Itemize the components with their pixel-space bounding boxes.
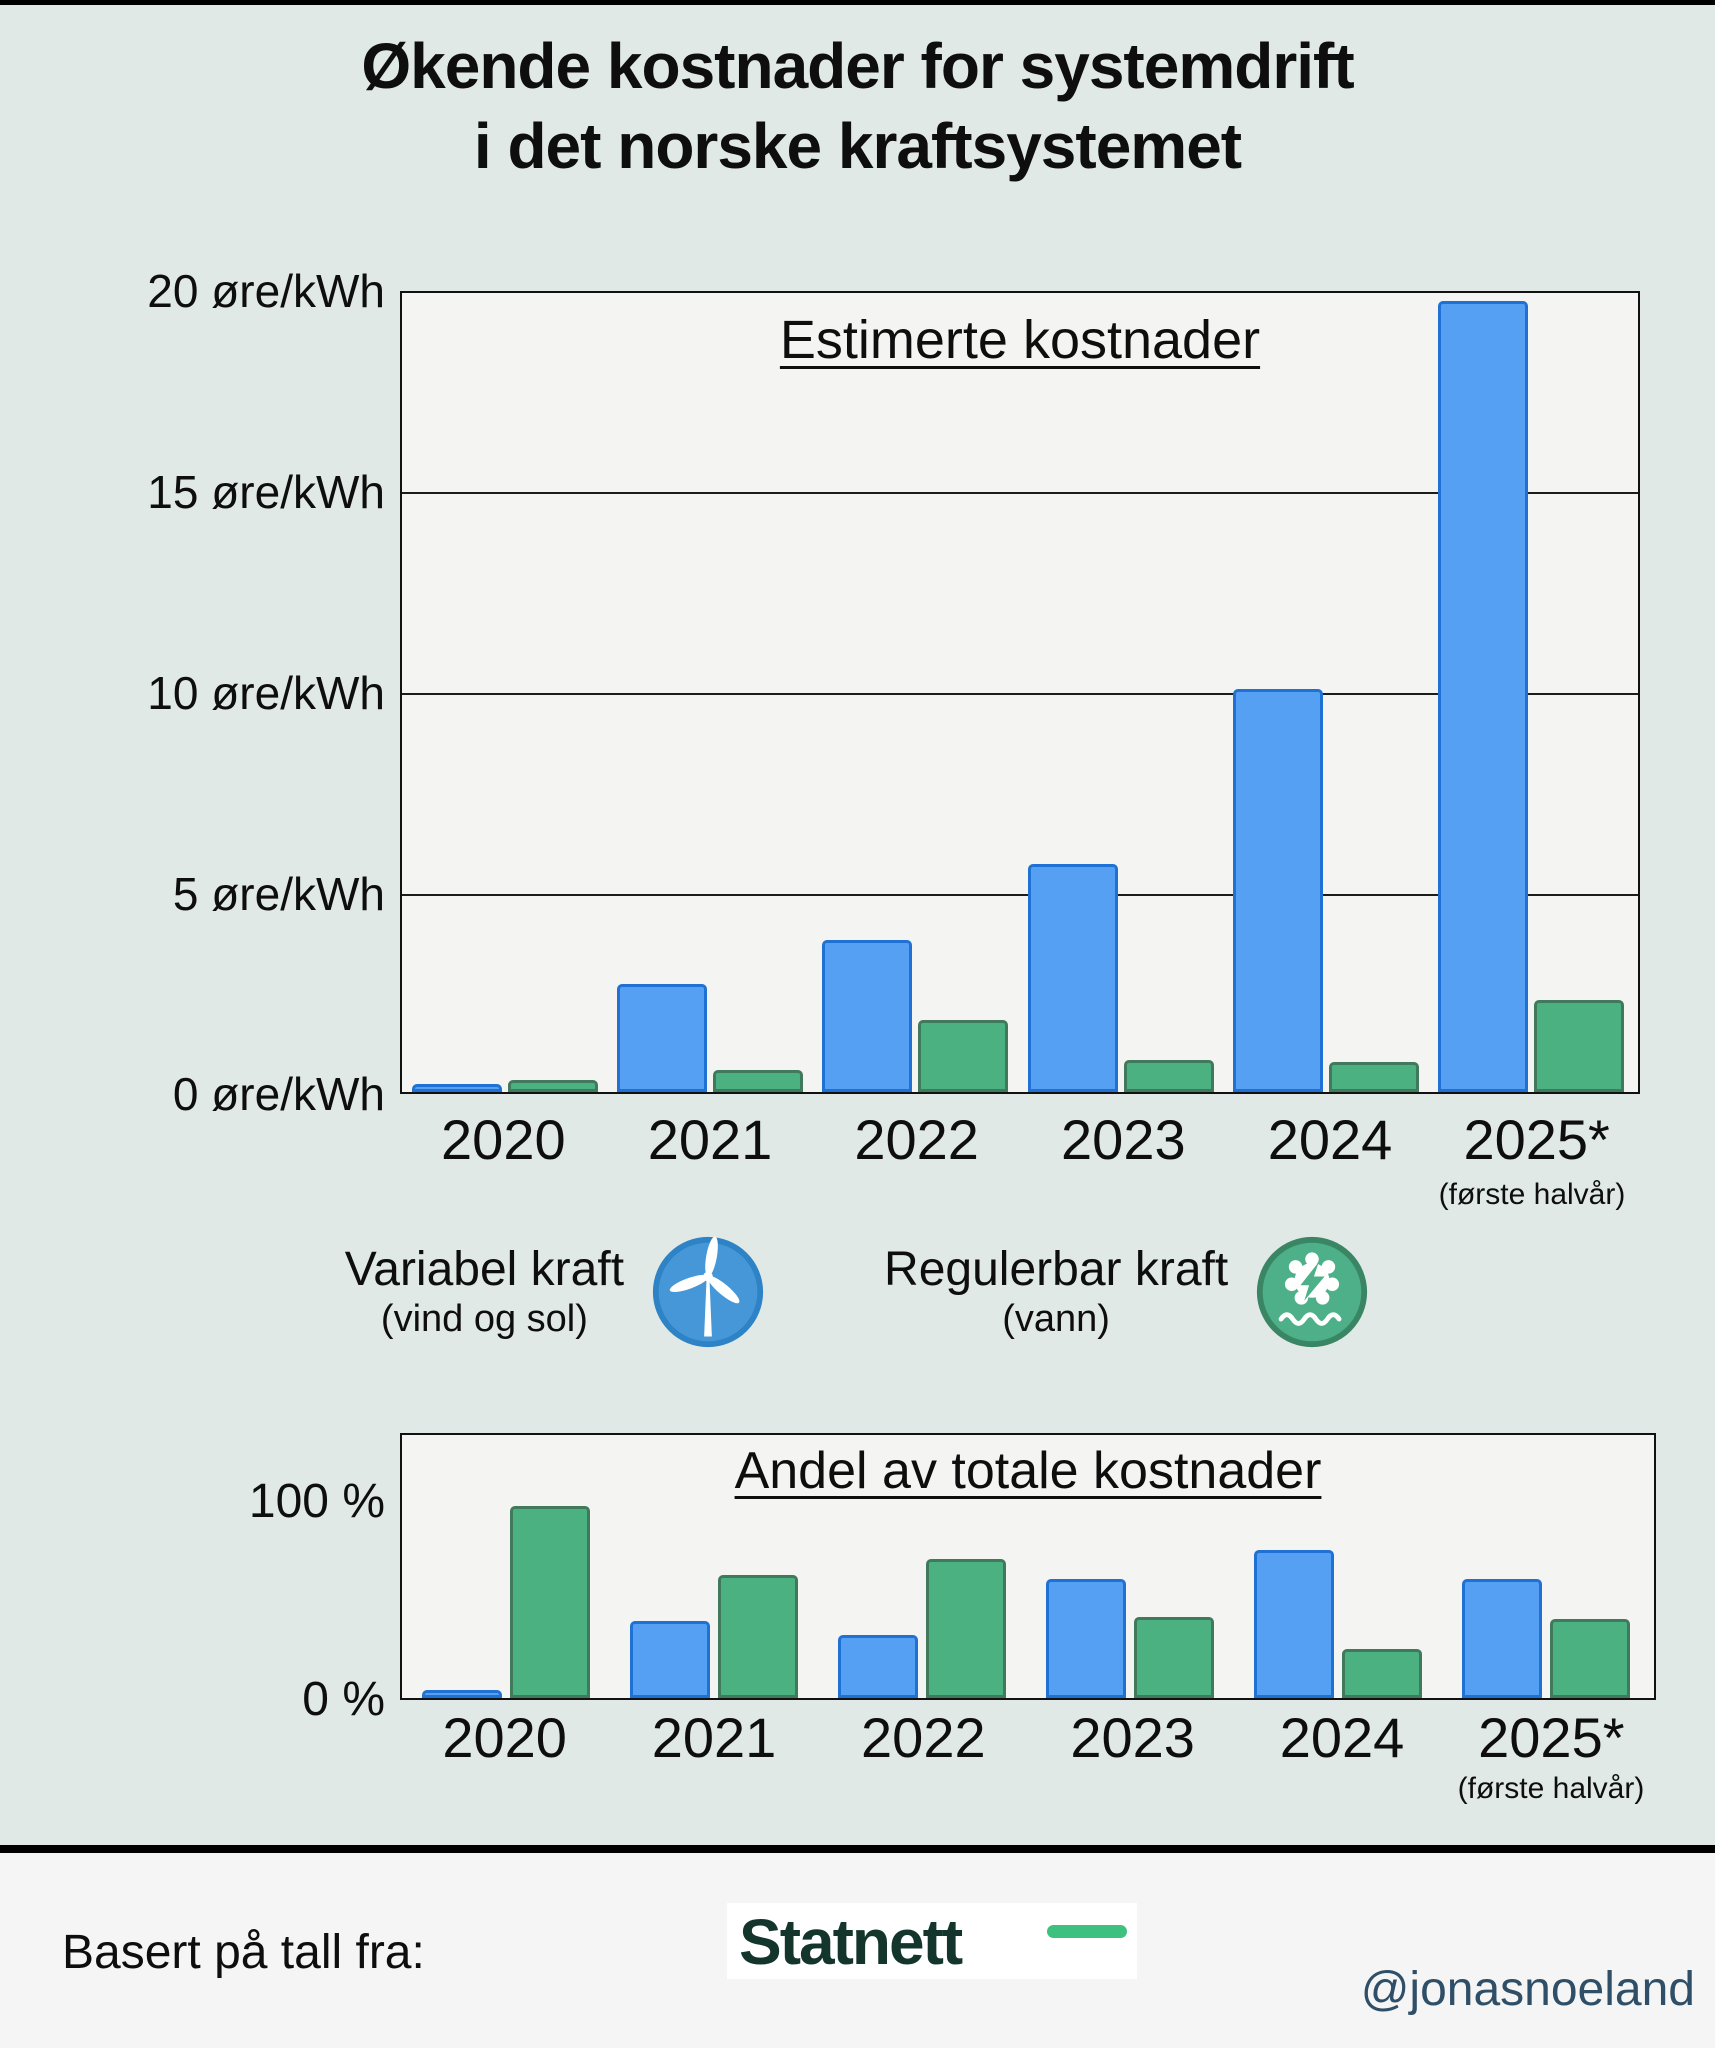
xlabel-2024: 2024 [1267, 1108, 1393, 1171]
share-chart-plot: Andel av totale kostnader [400, 1433, 1656, 1700]
ytick-0-ore: 0 øre/kWh [172, 1068, 385, 1120]
bar-regulable-2020 [507, 1080, 598, 1092]
statnett-logo-dash [1047, 1925, 1127, 1938]
bar-regulable-2023 [1134, 1616, 1214, 1698]
footer-separator [0, 1845, 1715, 1853]
xlabel-2021: 2021 [647, 1108, 773, 1171]
cost-chart-2025-note: (første halvår) [1438, 1178, 1626, 1211]
share-chart-title: Andel av totale kostnader [734, 1442, 1322, 1500]
xlabel-2025*: 2025* [1463, 1108, 1610, 1171]
bar-variable-2023 [1027, 864, 1118, 1092]
ytick-20-ore: 20 øre/kWh [147, 265, 385, 317]
bar-variable-2020 [411, 1084, 502, 1092]
xlabel-2022: 2022 [861, 1706, 986, 1769]
xlabel-2025*: 2025* [1478, 1706, 1625, 1769]
cost-chart-plot: Estimerte kostnader [400, 291, 1640, 1094]
bar-variable-2022 [838, 1634, 918, 1698]
bar-regulable-2025* [1534, 1000, 1625, 1092]
legend-regulable-sublabel: (vann) [1002, 1298, 1110, 1340]
bar-regulable-2022 [918, 1020, 1009, 1092]
ytick-100-pct: 100 % [248, 1475, 385, 1528]
bar-regulable-2024 [1329, 1062, 1419, 1092]
legend-variable-text: Variabel kraft (vind og sol) [345, 1243, 624, 1341]
xlabel-2022: 2022 [854, 1108, 979, 1171]
legend: Variabel kraft (vind og sol) Regulerbar … [0, 1222, 1715, 1362]
share-chart-xlabels: 2020 2021 2022 2023 2024 2025* [400, 1706, 1656, 1770]
bar-regulable-2022 [926, 1559, 1006, 1698]
wind-turbine-icon [650, 1234, 766, 1350]
xlabel-2024: 2024 [1279, 1706, 1405, 1769]
bar-variable-2020 [422, 1690, 502, 1698]
bar-regulable-2021 [718, 1575, 798, 1698]
source-label: Basert på tall fra: [62, 1926, 425, 1979]
ytick-0-pct: 0 % [302, 1673, 385, 1726]
statnett-wordmark: Statnett [739, 1906, 963, 1978]
cost-chart-title: Estimerte kostnader [779, 310, 1261, 370]
bar-variable-2024 [1233, 688, 1323, 1092]
legend-variable-label: Variabel kraft [344, 1243, 625, 1296]
xlabel-2023: 2023 [1061, 1108, 1186, 1171]
top-border-strip [0, 0, 1715, 5]
bar-regulable-2024 [1342, 1648, 1422, 1698]
xlabel-2023: 2023 [1070, 1706, 1195, 1769]
bar-variable-2021 [617, 984, 707, 1092]
bar-regulable-2020 [510, 1505, 590, 1698]
gridline-10 [402, 693, 1638, 695]
ytick-15-ore: 15 øre/kWh [147, 466, 385, 518]
legend-variable-sublabel: (vind og sol) [380, 1298, 588, 1340]
cost-chart-xlabels: 2020 2021 2022 2023 2024 2025* [400, 1108, 1640, 1172]
bar-variable-2021 [630, 1620, 710, 1698]
xlabel-2021: 2021 [651, 1706, 777, 1769]
page-title-line1: Økende kostnader for systemdrift [361, 30, 1354, 102]
bar-variable-2025* [1462, 1579, 1542, 1698]
page-title: Økende kostnader for systemdrift i det n… [0, 26, 1715, 186]
hydro-turbine-icon [1254, 1234, 1370, 1350]
bar-regulable-2023 [1123, 1060, 1214, 1092]
statnett-logo: Statnett [727, 1903, 1137, 1979]
bar-regulable-2025* [1550, 1618, 1630, 1698]
ytick-5-ore: 5 øre/kWh [172, 868, 385, 920]
xlabel-2020: 2020 [441, 1108, 566, 1171]
author-handle: @jonasnoeland [1360, 1963, 1695, 2016]
legend-regulable-text: Regulerbar kraft (vann) [884, 1243, 1228, 1341]
ytick-10-ore: 10 øre/kWh [147, 667, 385, 719]
gridline-15 [402, 492, 1638, 494]
page-title-line2: i det norske kraftsystemet [473, 110, 1242, 182]
share-chart-2025-note: (første halvår) [1457, 1772, 1645, 1805]
legend-regulable-label: Regulerbar kraft [884, 1243, 1229, 1296]
bar-variable-2024 [1254, 1549, 1334, 1698]
bar-regulable-2021 [713, 1070, 803, 1092]
gridline-5 [402, 894, 1638, 896]
xlabel-2020: 2020 [442, 1706, 567, 1769]
bar-variable-2025* [1438, 301, 1529, 1092]
bar-variable-2023 [1046, 1579, 1126, 1698]
bar-variable-2022 [822, 940, 913, 1092]
